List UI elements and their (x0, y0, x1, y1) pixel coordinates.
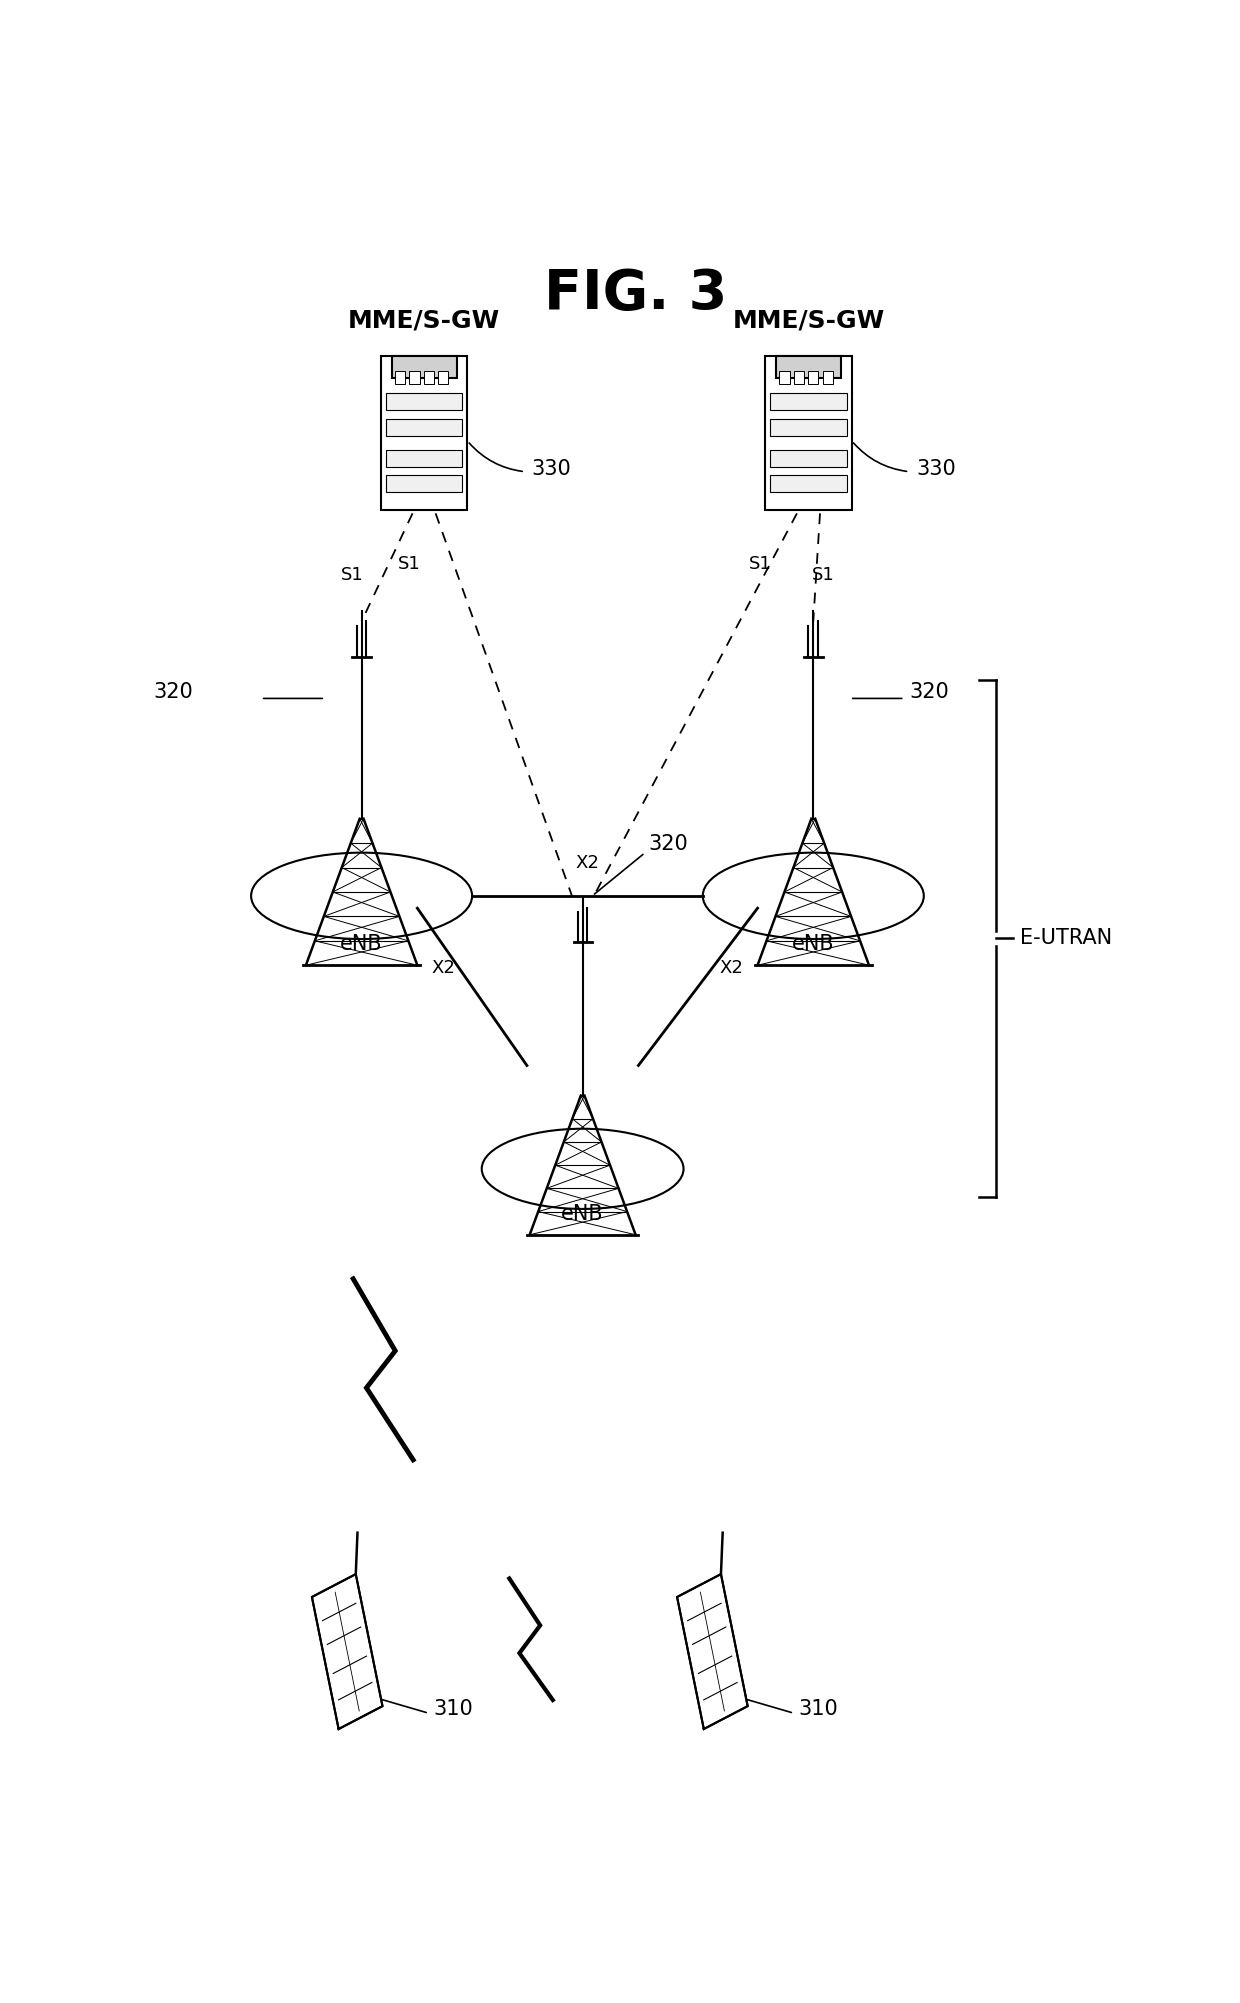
Text: S1: S1 (341, 565, 363, 583)
Text: 320: 320 (154, 683, 193, 703)
Bar (386, 419, 463, 437)
Bar (808, 371, 818, 385)
Text: eNB: eNB (562, 1204, 604, 1224)
Polygon shape (312, 1574, 382, 1729)
Text: X2: X2 (575, 853, 599, 871)
Text: 320: 320 (909, 683, 949, 703)
Text: MME/S-GW: MME/S-GW (348, 308, 500, 332)
Text: 320: 320 (649, 833, 688, 853)
Text: eNB: eNB (340, 933, 383, 953)
Bar (765, 357, 852, 511)
Bar (779, 371, 790, 385)
Bar (794, 371, 804, 385)
Bar (822, 371, 833, 385)
Text: E-UTRAN: E-UTRAN (1019, 927, 1112, 947)
Text: MME/S-GW: MME/S-GW (733, 308, 884, 332)
Text: X2: X2 (719, 959, 744, 977)
Bar (770, 419, 847, 437)
Bar (770, 451, 847, 467)
Polygon shape (677, 1574, 748, 1729)
Text: eNB: eNB (792, 933, 835, 953)
FancyBboxPatch shape (392, 357, 456, 379)
Text: 330: 330 (532, 459, 572, 479)
FancyBboxPatch shape (776, 357, 841, 379)
Bar (386, 475, 463, 493)
Bar (424, 371, 434, 385)
Bar (381, 357, 467, 511)
Text: X2: X2 (432, 959, 455, 977)
Text: S1: S1 (398, 555, 422, 573)
Text: S1: S1 (749, 555, 771, 573)
Bar (394, 371, 405, 385)
Bar (386, 451, 463, 467)
Text: S1: S1 (811, 565, 835, 583)
Bar (409, 371, 419, 385)
Bar (770, 475, 847, 493)
Bar (438, 371, 449, 385)
Bar (386, 393, 463, 411)
Text: 310: 310 (434, 1699, 474, 1719)
Text: FIG. 3: FIG. 3 (544, 266, 727, 320)
Bar (770, 393, 847, 411)
Text: 330: 330 (916, 459, 956, 479)
Text: 310: 310 (799, 1699, 838, 1719)
